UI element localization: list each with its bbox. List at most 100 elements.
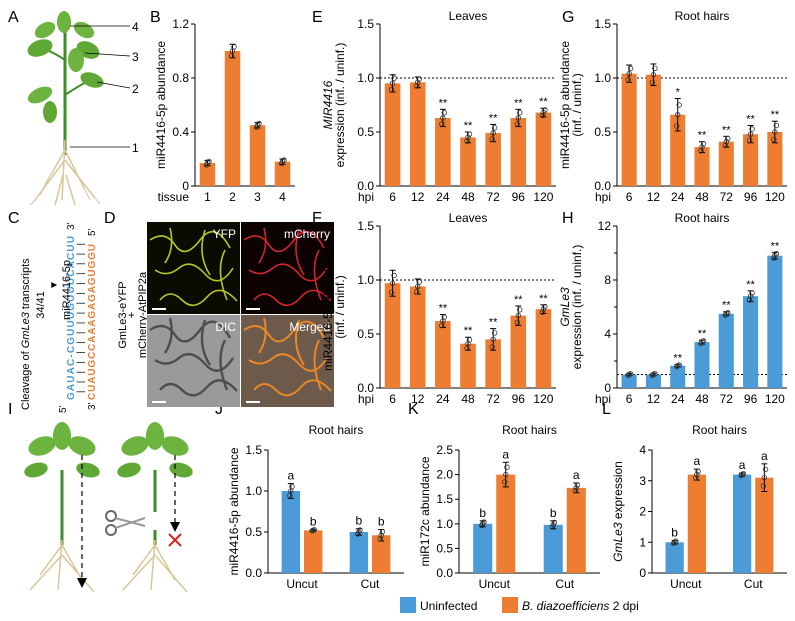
group-letter: a: [573, 468, 580, 482]
data-point: [289, 483, 295, 490]
bar: [687, 474, 706, 573]
y-tick-label: 0.8: [172, 71, 189, 85]
x-tick-label: 6: [389, 392, 396, 406]
bar: [670, 365, 686, 388]
group-letter: a: [761, 449, 768, 463]
bar: [535, 309, 552, 388]
significance-label: **: [464, 120, 473, 132]
y-tick-label: 4: [639, 443, 646, 457]
data-point: [503, 471, 509, 478]
panel-letter-a: A: [8, 9, 19, 26]
data-point: [747, 293, 754, 299]
data-point: [441, 110, 448, 116]
scissors-icon: [105, 510, 146, 536]
panel-a-plant-illustration: 4 3 2 1: [27, 11, 139, 206]
bar: [510, 117, 527, 186]
x-tick-label: 24: [436, 392, 450, 406]
x-axis-label: hpi: [358, 190, 374, 204]
bar: [755, 477, 774, 573]
x-tick-label: 3: [254, 190, 261, 204]
bar: [384, 83, 401, 186]
bar: [435, 321, 451, 388]
bar: [485, 133, 501, 186]
data-point: [388, 289, 395, 296]
data-point: [287, 492, 293, 499]
bar: [473, 523, 493, 573]
x-tick-label: 72: [720, 392, 734, 406]
data-point: [440, 115, 446, 121]
y-tick-label: 1.2: [172, 17, 189, 31]
data-point: [514, 121, 520, 127]
x-tick-label: 48: [695, 392, 709, 406]
data-point: [675, 112, 681, 118]
bar: [199, 163, 216, 186]
tile-merged: Merged: [241, 315, 334, 407]
x-tick-label: 96: [744, 190, 758, 204]
chart-l: 0 1 2 3 4 b a Uncut a a Cut Root hairs GmLe3 express…: [611, 423, 787, 591]
data-point: [542, 107, 548, 113]
x-tick-label: 6: [389, 190, 396, 204]
y-tick-label: 0: [604, 381, 611, 395]
chart-g: 0.0 0.5 1.0 1.5 6 12 * 24 ** 48 ** 72 ** 96 ** 120 hpi Ro…: [558, 9, 787, 204]
legend: Uninfected B. diazoefficiens 2 dpi: [400, 597, 639, 613]
significance-label: **: [746, 279, 755, 291]
data-point: [747, 131, 754, 137]
data-point: [549, 524, 555, 530]
plant-cut: [105, 422, 193, 593]
significance-label: **: [771, 240, 780, 252]
x-axis-label: hpi: [358, 392, 374, 406]
target-end-5: 5': [58, 405, 69, 413]
y-axis-label-unit: (inf. / uninf.): [570, 73, 584, 136]
data-point: [491, 125, 498, 131]
cleavage-count: 34/41: [35, 291, 47, 319]
chart-title: Root hairs: [502, 423, 557, 437]
y-axis-label-gene: GmLe3: [558, 287, 572, 327]
data-point: [228, 53, 235, 59]
y-tick-label: 1.0: [594, 71, 611, 85]
bar: [733, 474, 752, 573]
data-point: [723, 311, 729, 317]
y-tick-label: 0.5: [245, 525, 262, 539]
panel-letter-k: K: [408, 401, 419, 418]
chart-b: 0 0.4 0.8 1.2 1 2 3 4 tissue miR4416-5p abundance: [154, 17, 295, 204]
panel-i-cut-illustration: [24, 422, 193, 593]
data-point: [388, 86, 395, 93]
y-tick-label: 2: [639, 505, 646, 519]
y-axis-label: miR4416-5p abundance: [227, 447, 241, 575]
y-tick-label: 0.5: [357, 327, 374, 341]
x-tick-label: 6: [626, 190, 633, 204]
bar: [460, 343, 476, 388]
data-point: [746, 137, 753, 143]
cross-icon: [168, 533, 182, 547]
bar: [372, 535, 391, 573]
data-point: [502, 479, 508, 485]
bar: [460, 137, 476, 186]
tile-label-dic: DIC: [215, 320, 236, 334]
data-point: [626, 70, 632, 77]
data-point: [698, 148, 704, 154]
data-point: [746, 297, 753, 303]
bar: [535, 112, 552, 186]
mirna-strand: CUAUGCCAAAGAGAGUGGU: [87, 244, 98, 400]
data-point: [355, 531, 361, 537]
group-letter: b: [671, 525, 678, 539]
bar: [743, 134, 759, 186]
group-letter: a: [287, 469, 294, 483]
legend-label-uninfected: Uninfected: [420, 599, 477, 613]
target-strand: GAUAC-CGUUUGUUUCACUU: [66, 236, 77, 400]
data-point: [650, 72, 657, 78]
significance-label: **: [698, 328, 707, 340]
panel-letter-l: L: [602, 401, 611, 418]
y-tick-label: 0.0: [436, 566, 453, 580]
data-point: [441, 314, 448, 320]
bar: [304, 530, 323, 573]
significance-label: **: [439, 97, 448, 109]
significance-label: **: [673, 352, 682, 364]
data-point: [771, 136, 777, 143]
data-point: [674, 363, 680, 370]
mirna-label: miR4416-5p: [61, 260, 73, 320]
x-tick-label: 96: [512, 392, 526, 406]
bar: [694, 342, 710, 388]
